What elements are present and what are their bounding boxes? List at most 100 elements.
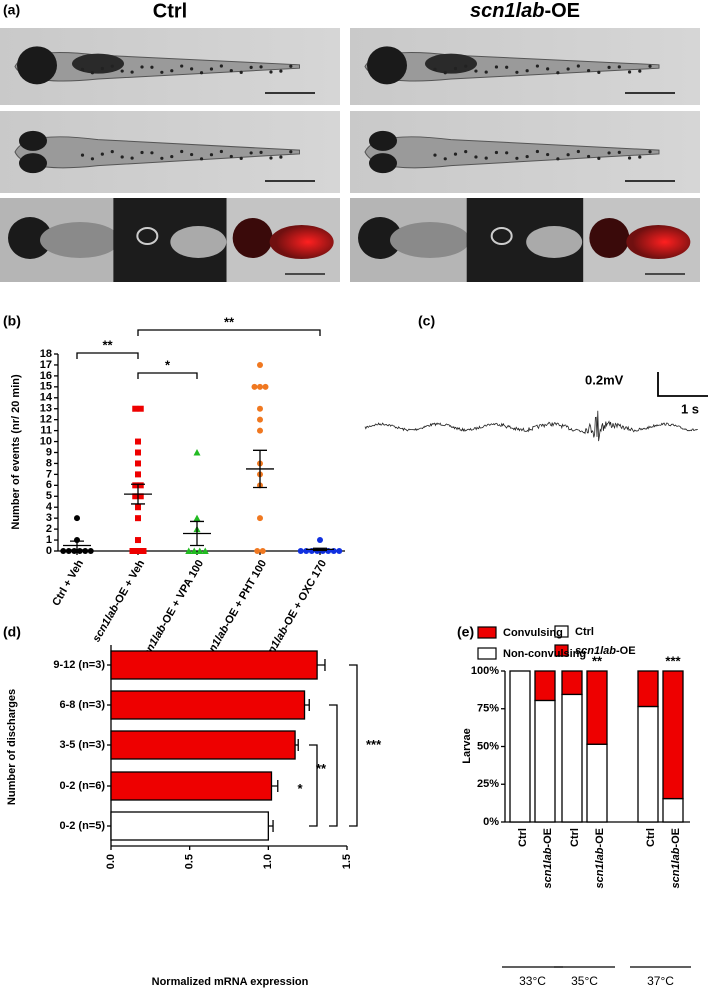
point bbox=[137, 405, 144, 412]
sem-bar bbox=[190, 520, 204, 547]
point bbox=[193, 449, 201, 456]
melanophore bbox=[150, 65, 154, 69]
bar-segment bbox=[586, 670, 608, 745]
signal bbox=[136, 227, 159, 245]
y-tick-label: 0-2 (n=5) bbox=[59, 820, 105, 832]
x-tick-label: 0.5 bbox=[184, 854, 196, 869]
melanophore bbox=[576, 149, 580, 154]
bar-segment bbox=[534, 670, 556, 702]
y-tick-label: 3 bbox=[46, 512, 52, 524]
eye bbox=[19, 153, 47, 174]
y-tick-label: 12 bbox=[40, 414, 52, 426]
panel-label: (d) bbox=[3, 624, 21, 640]
melanophore bbox=[80, 153, 85, 157]
y-tick-label: 9-12 (n=3) bbox=[53, 659, 105, 671]
y-tick-label: 6 bbox=[46, 479, 52, 491]
bar-segment bbox=[637, 705, 659, 823]
y-tick-label: 6-8 (n=3) bbox=[59, 699, 105, 711]
melanophore bbox=[525, 154, 529, 159]
eeg-trace bbox=[364, 410, 698, 442]
melanophore bbox=[474, 155, 478, 159]
sig-bracket bbox=[349, 664, 358, 827]
melanophore bbox=[279, 155, 283, 159]
melanophore bbox=[209, 67, 214, 71]
melanophore bbox=[627, 156, 632, 160]
melanophore bbox=[269, 156, 273, 160]
melanophore bbox=[100, 152, 104, 156]
error-bar bbox=[268, 820, 274, 832]
melanophore bbox=[199, 157, 204, 161]
eye bbox=[589, 218, 630, 258]
legend-swatch bbox=[477, 626, 497, 639]
point bbox=[87, 548, 94, 554]
melanophore bbox=[110, 150, 114, 154]
x-tick-label: 0.0 bbox=[105, 854, 117, 869]
sig-bracket bbox=[137, 372, 198, 379]
point bbox=[140, 548, 147, 554]
point bbox=[132, 482, 139, 489]
melanophore bbox=[80, 67, 85, 71]
melanophore bbox=[140, 65, 144, 69]
y-axis-label: Number of discharges bbox=[6, 689, 18, 805]
eye bbox=[19, 130, 47, 151]
melanophore bbox=[474, 69, 478, 73]
melanophore bbox=[648, 64, 652, 68]
y-tick-label: 4 bbox=[46, 501, 53, 513]
y-tick-label: 10 bbox=[40, 435, 52, 447]
swim-bladder bbox=[72, 53, 124, 74]
y-tick-label: 0% bbox=[483, 816, 499, 828]
x-tick-label: scn1lab-OE + OXC 170 bbox=[260, 558, 330, 666]
eye bbox=[358, 217, 402, 259]
point bbox=[135, 449, 141, 456]
melanophore bbox=[525, 69, 529, 73]
melanophore bbox=[607, 151, 611, 155]
x-tick-label: Ctrl bbox=[517, 828, 529, 847]
group-label: 33°C bbox=[519, 974, 546, 988]
point bbox=[257, 383, 263, 390]
column-title: Ctrl bbox=[153, 0, 187, 22]
sig-bracket bbox=[329, 704, 338, 827]
melanophore bbox=[535, 64, 540, 68]
melanophore bbox=[617, 150, 621, 154]
point bbox=[137, 493, 144, 500]
y-tick-label: 0-2 (n=6) bbox=[59, 780, 105, 792]
melanophore bbox=[627, 70, 632, 74]
melanophore bbox=[120, 69, 124, 73]
melanophore bbox=[209, 153, 214, 157]
point bbox=[257, 416, 263, 423]
bar-segment bbox=[561, 670, 583, 696]
point bbox=[135, 460, 141, 467]
scale-label: 0.2mV bbox=[585, 372, 624, 387]
bar-segment bbox=[586, 743, 608, 823]
y-tick-label: 7 bbox=[46, 468, 52, 480]
sig-label: ** bbox=[224, 314, 235, 329]
swim-bladder bbox=[425, 53, 477, 74]
group-label: 37°C bbox=[647, 974, 674, 988]
point bbox=[135, 504, 141, 511]
sig-label: ** bbox=[316, 761, 327, 776]
panel-label: (c) bbox=[418, 313, 435, 329]
melanophore bbox=[259, 150, 263, 154]
melanophore bbox=[289, 64, 293, 68]
legend-swatch bbox=[477, 647, 497, 660]
melanophore bbox=[453, 152, 458, 156]
melanophore bbox=[546, 67, 550, 71]
point bbox=[82, 548, 89, 554]
y-tick-label: 100% bbox=[471, 665, 499, 677]
x-tick-label: scn1lab-OE bbox=[594, 828, 606, 889]
point bbox=[259, 548, 266, 554]
melanophore bbox=[190, 152, 194, 157]
legend-label: Non-convulsing bbox=[503, 648, 586, 660]
y-tick-label: 50% bbox=[477, 740, 499, 752]
error-bar bbox=[271, 780, 279, 792]
x-axis-label: Normalized mRNA expression bbox=[152, 976, 309, 988]
melanophore bbox=[433, 67, 437, 71]
point bbox=[257, 515, 263, 522]
melanophore bbox=[249, 65, 253, 69]
sem-bar bbox=[313, 547, 327, 552]
melanophore bbox=[90, 157, 95, 161]
melanophore bbox=[484, 70, 488, 74]
sig-bracket bbox=[309, 744, 318, 827]
body bbox=[390, 222, 470, 258]
melanophore bbox=[587, 68, 591, 73]
